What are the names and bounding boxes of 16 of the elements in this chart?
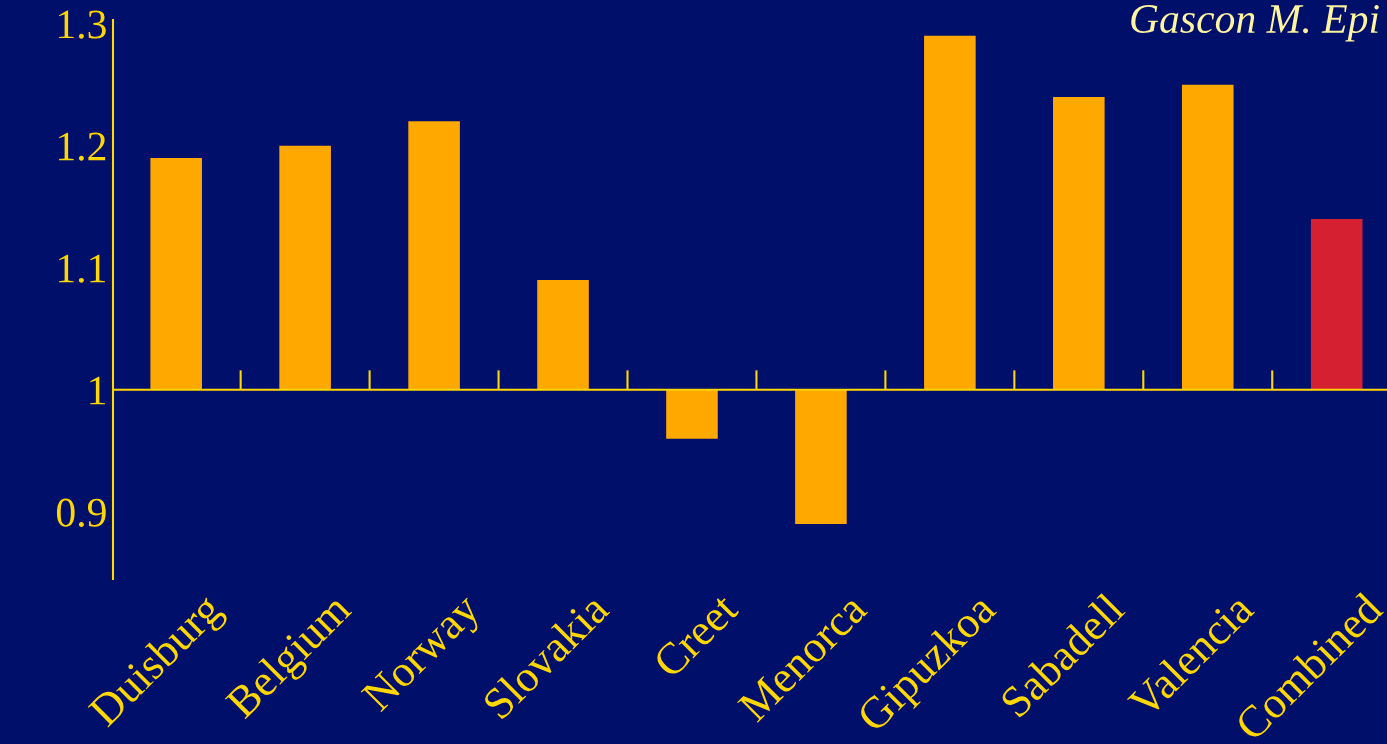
bar: [150, 157, 202, 390]
bar: [924, 35, 976, 390]
annotation: Gascon M. Epi: [1131, 5, 1379, 42]
bar: [1053, 96, 1105, 390]
bar: [795, 389, 847, 525]
bar: [408, 121, 460, 390]
y-tick-label: 1.3: [59, 10, 106, 39]
y-tick-label: 0.9: [56, 498, 106, 527]
bar: [666, 389, 718, 439]
bar: [1310, 218, 1363, 390]
bar: [1181, 84, 1234, 390]
bar: [537, 279, 589, 390]
y-tick-label: 1.2: [59, 132, 106, 161]
y-tick-label: 1: [90, 376, 105, 405]
y-tick-label: 1.1: [59, 254, 105, 283]
bar: [279, 145, 331, 390]
